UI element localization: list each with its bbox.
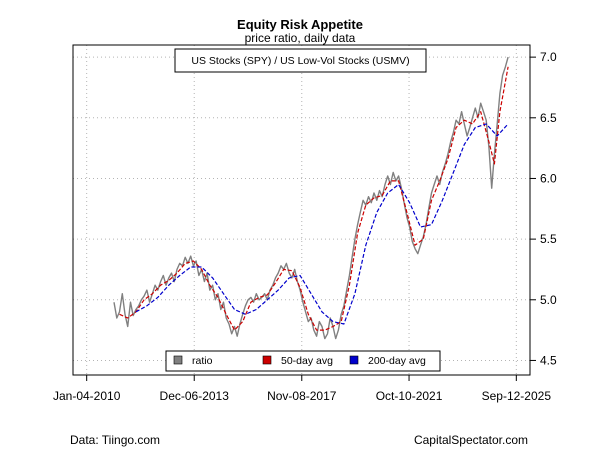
legend: ratio 50-day avg 200-day avg [165, 350, 441, 372]
chart-title: Equity Risk Appetite [237, 17, 363, 32]
chart-subtitle: price ratio, daily data [245, 31, 356, 45]
series-label: US Stocks (SPY) / US Low-Vol Stocks (USM… [191, 55, 409, 67]
x-axis: Jan-04-2010 Dec-06-2013 Nov-08-2017 Oct-10-… [53, 375, 551, 403]
legend-swatch-ratio [173, 355, 183, 365]
y-tick-label: 6.5 [540, 111, 557, 125]
x-tick-label: Oct-10-2021 [376, 389, 443, 403]
y-tick-label: 5.0 [540, 293, 557, 307]
y-axis: 4.5 5.0 5.5 6.0 6.5 7.0 [530, 50, 557, 367]
x-tick-label: Dec-06-2013 [160, 389, 230, 403]
series-line-ratio [113, 56, 509, 340]
y-tick-label: 6.0 [540, 171, 557, 185]
grid [73, 45, 530, 375]
legend-swatch-200-day [349, 355, 359, 365]
x-tick-label: Nov-08-2017 [267, 389, 337, 403]
legend-label-200-day: 200-day avg [368, 355, 426, 367]
x-tick-label: Jan-04-2010 [53, 389, 121, 403]
footer-source: Data: Tiingo.com [70, 433, 160, 447]
legend-label-ratio: ratio [192, 355, 213, 367]
footer-site: CapitalSpectator.com [414, 433, 528, 447]
plot-area [113, 56, 509, 340]
x-tick-label: Sep-12-2025 [482, 389, 552, 403]
series-label-box: US Stocks (SPY) / US Low-Vol Stocks (USM… [174, 48, 427, 73]
series-line-50-day-avg [119, 66, 509, 331]
series-line-200-day-avg [135, 123, 509, 325]
legend-swatch-50-day [262, 355, 272, 365]
y-tick-label: 7.0 [540, 50, 557, 64]
y-tick-label: 4.5 [540, 353, 557, 367]
legend-label-50-day: 50-day avg [281, 355, 333, 367]
y-tick-label: 5.5 [540, 232, 557, 246]
